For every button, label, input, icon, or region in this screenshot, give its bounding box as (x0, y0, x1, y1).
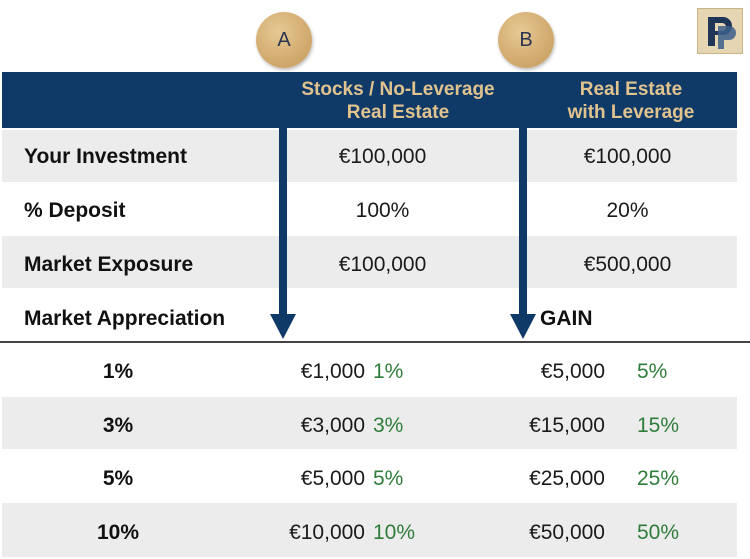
scenario-pct: 5% (102, 467, 134, 490)
scenario-a-value: €10,000 (289, 521, 365, 544)
row-investment (2, 130, 737, 182)
column-a-heading: Stocks / No-Leverage Real Estate (282, 78, 514, 124)
column-b-marker: B (498, 12, 554, 68)
column-b-marker-label: B (519, 28, 533, 51)
logo-mark (708, 17, 736, 49)
scenario-b-value: €50,000 (529, 521, 605, 544)
row-investment-label: Your Investment (24, 145, 187, 168)
column-a-marker: A (256, 12, 312, 68)
scenario-a-value: €1,000 (300, 360, 365, 383)
scenario-a-value: €5,000 (300, 467, 365, 490)
row-investment-b: €100,000 (583, 145, 672, 168)
column-a-heading-line2: Real Estate (346, 102, 450, 123)
scenario-b-gain: 15% (637, 414, 680, 437)
scenario-b-value: €5,000 (540, 360, 605, 383)
scenario-pct: 1% (102, 360, 134, 383)
scenario-a-gain: 3% (373, 414, 404, 437)
arrow-down-icon (270, 96, 296, 339)
scenario-a-gain: 5% (373, 467, 404, 490)
row-investment-a: €100,000 (338, 145, 427, 168)
column-a-heading-line1: Stocks / No-Leverage (301, 79, 495, 100)
scenario-row (2, 503, 737, 557)
divider (0, 341, 750, 343)
row-exposure-b: €500,000 (583, 253, 672, 276)
arrow-down-icon (510, 96, 536, 339)
scenario-b-gain: 25% (637, 467, 680, 490)
scenario-b-gain: 50% (637, 521, 680, 544)
scenario-pct: 10% (96, 521, 140, 544)
row-appreciation-label: Market Appreciation (24, 307, 226, 330)
header-band (2, 72, 737, 128)
scenario-a-value: €3,000 (300, 414, 365, 437)
row-deposit-label: % Deposit (24, 199, 126, 222)
gain-label: GAIN (540, 307, 593, 330)
row-deposit-b: 20% (606, 199, 649, 222)
row-exposure-label: Market Exposure (24, 253, 194, 276)
scenario-a-gain: 1% (373, 360, 404, 383)
scenario-b-value: €15,000 (529, 414, 605, 437)
scenario-row (2, 397, 737, 449)
logo-icon (697, 8, 743, 54)
row-exposure (2, 236, 737, 288)
column-b-heading-line2: with Leverage (567, 102, 695, 123)
scenario-b-value: €25,000 (529, 467, 605, 490)
scenario-pct: 3% (102, 414, 134, 437)
scenario-a-gain: 10% (373, 521, 416, 544)
column-a-marker-label: A (277, 28, 291, 51)
column-b-heading: Real Estate with Leverage (525, 78, 737, 124)
column-b-heading-line1: Real Estate (579, 79, 683, 100)
scenario-b-gain: 5% (637, 360, 668, 383)
row-deposit-a: 100% (355, 199, 410, 222)
row-exposure-a: €100,000 (338, 253, 427, 276)
